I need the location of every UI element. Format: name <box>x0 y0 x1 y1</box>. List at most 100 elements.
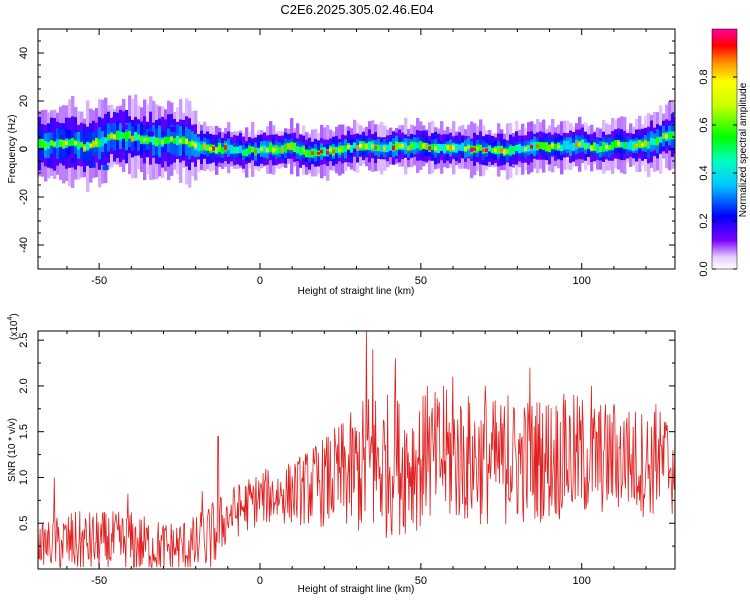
spectrogram-cell <box>65 141 69 146</box>
spectrogram-cell <box>53 142 57 147</box>
tick-label: 2.0 <box>18 378 30 393</box>
spectrogram-ylabel: Frequency (Hz) <box>7 115 18 184</box>
spectrogram-cell <box>611 141 615 151</box>
spectrogram-cell <box>470 147 474 153</box>
spectrogram-cell <box>455 143 459 153</box>
tick-label: 2.5 <box>18 333 30 348</box>
spectrogram-cell <box>467 145 471 149</box>
spectrogram-cell <box>512 146 516 155</box>
spectrogram-cell <box>380 144 384 152</box>
spectrogram-cell <box>182 136 186 145</box>
tick-label: 0 <box>257 275 263 287</box>
spectrogram-cell <box>194 143 198 148</box>
tick-label: 20 <box>18 95 30 107</box>
spectrogram-cell <box>605 145 609 149</box>
spectrogram-cell <box>89 162 96 168</box>
snr-scale-prefix: (x10 <box>9 320 20 340</box>
spectrogram-cell <box>170 137 174 141</box>
spectrogram-cell <box>296 146 300 154</box>
spectrogram-cell <box>248 145 252 155</box>
spectrogram-cell <box>275 148 279 152</box>
spectrogram-cell <box>116 130 120 141</box>
spectrogram-cell <box>112 117 119 123</box>
spectrogram-cell <box>227 144 231 151</box>
spectrogram-cell <box>86 141 90 151</box>
spectrogram-cell <box>425 142 429 150</box>
spectrogram-cell <box>299 146 303 156</box>
tick-label: 1.5 <box>18 424 30 439</box>
snr-scale-exponent: 4 <box>7 317 14 321</box>
spectrogram-cell <box>317 151 321 155</box>
spectrogram-cell <box>569 143 573 150</box>
spectrogram-cell <box>200 144 204 151</box>
spectrogram-cell <box>557 145 561 149</box>
spectrogram-cell <box>401 144 405 148</box>
spectrogram-cell <box>161 140 165 145</box>
spectrogram-cell <box>446 145 450 150</box>
spectrogram-cell <box>137 135 141 139</box>
spectrogram-cell <box>83 146 87 150</box>
spectrogram-cell <box>146 137 150 141</box>
spectrogram-cell <box>206 144 210 151</box>
spectrogram-cell <box>107 133 111 141</box>
snr-scale-close: ) <box>9 313 20 316</box>
spectrogram-cell <box>656 138 660 144</box>
spectrogram-cell <box>209 147 213 151</box>
spectrogram-cell <box>125 132 129 142</box>
spectrogram-cell <box>473 147 477 151</box>
spectrogram-cell <box>356 145 360 151</box>
tick-label: 0.5 <box>18 516 30 531</box>
tick-label: 0.8 <box>698 69 710 84</box>
spectrogram-cell <box>632 144 636 148</box>
spectrogram-cell <box>437 144 441 154</box>
spectrogram-cell <box>290 142 294 151</box>
spectrogram-cell <box>50 140 54 146</box>
spectrogram-cell <box>80 143 84 147</box>
spectrogram-cell <box>626 142 630 150</box>
spectrogram-cell <box>266 148 270 152</box>
tick-label: 0 <box>18 146 30 152</box>
spectrogram-cell <box>128 130 132 139</box>
spectrogram-cell <box>203 144 207 149</box>
snr-scale-label: (x104) <box>7 313 20 340</box>
spectrogram-cell <box>98 139 102 148</box>
tick-label: 1.0 <box>18 470 30 485</box>
spectrogram-cell <box>527 144 531 152</box>
spectrogram-cell <box>551 143 555 148</box>
spectrogram-cell <box>119 131 123 141</box>
spectrogram-cell <box>407 146 411 150</box>
spectrogram-cell <box>575 142 579 147</box>
spectrogram-cell <box>410 143 414 148</box>
spectrogram-cell <box>566 140 570 150</box>
tick-label: 50 <box>415 275 427 287</box>
spectrogram-heatmap <box>38 94 675 192</box>
spectrogram-cell <box>530 144 534 149</box>
spectrogram-cell <box>581 139 585 148</box>
spectrogram-cell <box>218 145 222 150</box>
spectrogram-cell <box>662 132 666 140</box>
spectrogram-cell <box>341 145 345 153</box>
spectrogram-cell <box>650 137 654 145</box>
spectrogram-cell <box>113 134 117 139</box>
spectrogram-cell <box>329 147 333 152</box>
spectrogram-cell <box>620 141 624 148</box>
snr-panel: -50 0 50 100 0.5 1.0 1.5 2.0 2.5 Height of strai… <box>7 313 676 595</box>
spectrogram-cell <box>188 141 192 148</box>
spectrogram-cell <box>242 149 246 156</box>
spectrogram-cell <box>147 131 154 137</box>
spectrogram-cell <box>308 150 312 158</box>
spectrogram-cell <box>95 140 99 145</box>
svg-text:(x104): (x104) <box>7 313 20 340</box>
spectrogram-cell <box>641 143 645 147</box>
spectrogram-cell <box>428 146 432 151</box>
spectrogram-cell <box>71 138 75 146</box>
tick-label: 100 <box>573 575 591 587</box>
snr-series-line <box>38 331 675 568</box>
colorbar-label: Normalized spectral amplitude <box>738 82 749 217</box>
spectrogram-cell <box>491 147 495 154</box>
tick-label: 0 <box>257 575 263 587</box>
spectrogram-cell <box>176 135 180 146</box>
spectrogram-cell <box>70 158 77 163</box>
spectrogram-cell <box>323 147 327 157</box>
spectrogram-cell <box>332 149 336 153</box>
